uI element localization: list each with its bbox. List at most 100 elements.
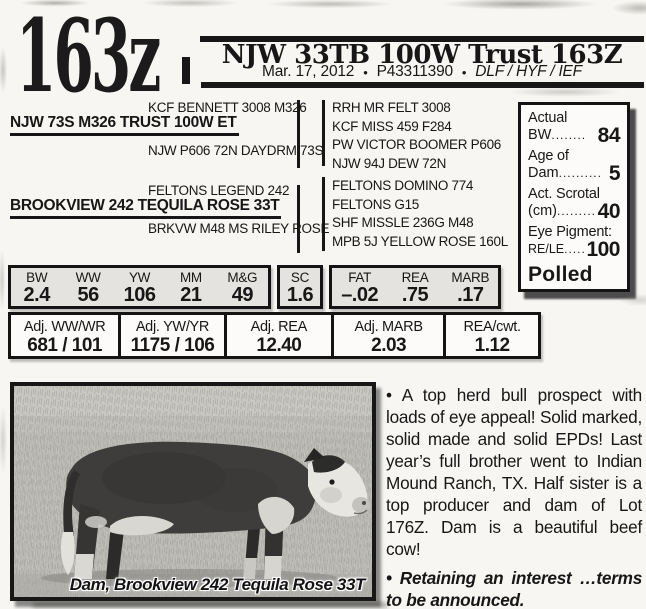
epd-value: 12.40 — [256, 335, 302, 356]
epd-value: 21 — [180, 284, 202, 306]
epd-cell-adj-wwwr: Adj. WW/WR 681 / 101 — [11, 315, 122, 356]
dam-name: BROOKVIEW 242 TEQUILA ROSE 33T — [10, 198, 282, 219]
birth-date: Mar. 17, 2012 — [262, 63, 355, 80]
dam-ancestor: FELTONS G15 — [332, 197, 419, 212]
epd-value: .75 — [401, 284, 429, 306]
animal-subtitle: Mar. 17, 2012 • P43311390 • DLF / HYF / … — [200, 63, 644, 81]
note-text: A top herd bull prospect with loads of e… — [386, 385, 642, 559]
sire-grandsire: KCF BENNETT 3008 M326 — [148, 100, 307, 115]
bullet-icon: • — [386, 568, 392, 588]
lot-number: 163z — [16, 0, 161, 115]
epd-cell-mm: MM 21 — [165, 268, 216, 306]
dam-ancestor: FELTONS DOMINO 774 — [332, 178, 474, 193]
epd-label: Adj. WW/WR — [23, 319, 106, 335]
sire-ancestor: RRH MR FELT 3008 — [332, 100, 451, 115]
stat-value: 84 — [597, 124, 621, 147]
dot-leader: ........ — [551, 128, 587, 142]
dam-photo-illustration — [14, 386, 372, 597]
stats-box: Actual BW ........ 84 Age of Dam .......… — [518, 102, 630, 292]
epd-value: –.02 — [341, 284, 379, 306]
epd-carcass-box: FAT –.02 REA .75 MARB .17 — [329, 265, 501, 309]
adjusted-measures-box: Adj. WW/WR 681 / 101 Adj. YW/YR 1175 / 1… — [8, 312, 541, 359]
epd-sc-box: SC 1.6 — [277, 265, 323, 309]
epd-cell-adj-rea: Adj. REA 12.40 — [227, 315, 335, 356]
dam-grandsire: FELTONS LEGEND 242 — [148, 183, 290, 198]
photo-caption: Dam, Brookview 242 Tequila Rose 33T — [69, 575, 366, 594]
polled-label: Polled — [528, 263, 593, 286]
sire-ancestor: NJW 94J DEW 72N — [332, 156, 447, 171]
genetic-codes: DLF / HYF / IEF — [475, 63, 582, 80]
epd-cell-adj-marb: Adj. MARB 2.03 — [334, 315, 447, 356]
dam-ancestor: MPB 5J YELLOW ROSE 160L — [332, 234, 508, 249]
stat-value: 40 — [597, 200, 621, 223]
pedigree-divider — [297, 100, 300, 168]
epd-label: Adj. YW/YR — [135, 319, 210, 335]
stat-value: 100 — [586, 238, 620, 261]
epd-value: 106 — [123, 284, 156, 306]
dam-ancestor: SHF MISSLE 236G M48 — [332, 215, 474, 230]
stat-label: Dam — [528, 165, 559, 181]
epd-value: 1175 / 106 — [130, 335, 215, 356]
epd-label: SC — [290, 270, 310, 285]
separator-bullet-icon: • — [461, 64, 467, 80]
separator-bullet-icon: • — [363, 64, 368, 80]
epd-value: .17 — [457, 284, 484, 306]
stat-label: BW — [528, 127, 552, 143]
epd-cell-rea-cwt: REA/cwt. 1.12 — [446, 315, 538, 356]
epd-label: YW — [128, 270, 151, 285]
header-rule-bottom — [201, 82, 644, 88]
epd-value: 49 — [231, 284, 254, 306]
epd-cell-adj-ywyr: Adj. YW/YR 1175 / 106 — [121, 315, 227, 356]
epd-value: 1.6 — [286, 284, 314, 306]
epd-cell-bw: BW 2.4 — [11, 268, 62, 306]
subtitle-left-tick — [182, 57, 190, 84]
epd-value: 1.12 — [474, 335, 510, 356]
epd-label: REA/cwt. — [463, 319, 522, 335]
epd-label: REA — [401, 270, 429, 285]
epd-label: MM — [179, 270, 202, 285]
dot-leader: .......... — [558, 166, 602, 180]
sire-name: NJW 73S M326 TRUST 100W ET — [10, 115, 239, 136]
stat-eye-pigment: Eye Pigment: RE/LE ........... 100 — [528, 225, 620, 261]
bullet-icon: • — [386, 385, 392, 405]
sale-notes: • A top herd bull prospect with loads of… — [386, 384, 642, 609]
epd-cell-mg: M&G 49 — [217, 268, 268, 306]
sire-ancestor: KCF MISS 459 F284 — [332, 119, 452, 134]
epd-label: WW — [75, 270, 101, 285]
stat-age-of-dam: Age of Dam .......... 5 — [528, 148, 621, 185]
dam-granddam: BRKVW M48 MS RILEY ROSE — [148, 221, 330, 236]
registration-number: P43311390 — [376, 63, 454, 80]
stat-label: (cm) — [528, 203, 557, 219]
epd-label: Adj. REA — [250, 319, 308, 335]
epd-cell-sc: SC 1.6 — [280, 268, 320, 306]
epd-label: FAT — [348, 270, 372, 285]
epd-growth-box: BW 2.4 WW 56 YW 106 MM 21 M&G 49 — [8, 265, 271, 309]
epd-value: 2.4 — [23, 284, 51, 306]
scan-smudge — [32, 602, 388, 608]
pedigree-divider — [322, 100, 325, 166]
epd-cell-rea: REA .75 — [387, 268, 442, 306]
epd-cell-marb: MARB .17 — [443, 268, 498, 306]
stat-value: 5 — [608, 162, 621, 185]
epd-label: Adj. MARB — [354, 319, 424, 335]
stat-scrotal: Act. Scrotal (cm) ......... 40 — [528, 187, 621, 223]
dot-leader: ........... — [564, 242, 586, 256]
stat-actual-bw: Actual BW ........ 84 — [528, 111, 621, 147]
sire-ancestor: PW VICTOR BOOMER P606 — [332, 137, 501, 152]
pedigree-divider — [322, 177, 325, 251]
stat-label: RE/LE — [528, 242, 565, 256]
dot-leader: ......... — [557, 204, 597, 218]
pedigree-divider — [297, 185, 300, 253]
epd-label: MARB — [451, 270, 490, 285]
epd-cell-ww: WW 56 — [62, 268, 113, 306]
dam-photo: Dam, Brookview 242 Tequila Rose 33T — [10, 382, 376, 601]
epd-label: M&G — [227, 270, 258, 285]
epd-value: 56 — [77, 284, 99, 306]
stat-label: Age of — [528, 148, 569, 164]
epd-value: 2.03 — [371, 335, 407, 356]
epd-label: BW — [26, 270, 48, 285]
note-paragraph: • A top herd bull prospect with loads of… — [386, 384, 642, 560]
epd-cell-yw: YW 106 — [114, 268, 165, 306]
epd-cell-fat: FAT –.02 — [332, 268, 387, 306]
